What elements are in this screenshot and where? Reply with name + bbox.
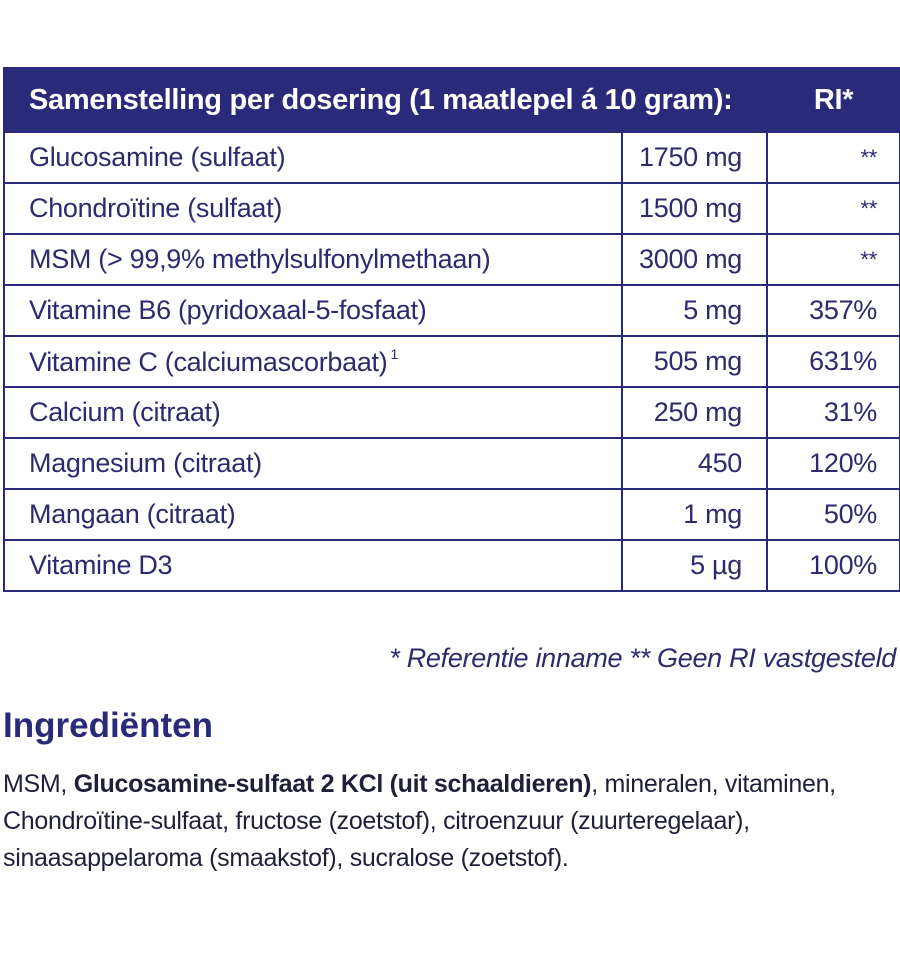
nutrient-ri: **: [766, 233, 900, 286]
table-row: Vitamine B6 (pyridoxaal-5-fosfaat) 5 mg …: [3, 284, 900, 337]
nutrient-amount: 450: [620, 437, 769, 490]
ingredients-allergen: Glucosamine-sulfaat 2 KCl (uit schaaldie…: [73, 770, 592, 798]
nutrient-ri: 120%: [766, 437, 900, 490]
nutrient-ri: 631%: [766, 335, 900, 388]
table-header-row: Samenstelling per dosering (1 maatlepel …: [2, 67, 900, 133]
nutrient-ri: 100%: [766, 539, 900, 592]
nutrient-ri: **: [766, 182, 900, 235]
nutrition-table: Samenstelling per dosering (1 maatlepel …: [2, 67, 900, 592]
table-row: Magnesium (citraat) 450 120%: [3, 437, 900, 490]
nutrient-ri: 31%: [766, 386, 900, 439]
nutrient-ri: 50%: [766, 488, 900, 541]
ri-header: RI*: [766, 67, 900, 133]
nutrient-name: Calcium (citraat): [3, 386, 623, 439]
table-row: Vitamine C (calciumascorbaat) 1 505 mg 63…: [3, 335, 900, 388]
nutrient-name: Vitamine D3: [3, 539, 623, 592]
nutrient-name: Vitamine C (calciumascorbaat) 1: [3, 335, 623, 388]
nutrient-name: Mangaan (citraat): [3, 488, 623, 541]
nutrient-amount: 1500 mg: [620, 182, 769, 235]
nutrient-name: Glucosamine (sulfaat): [3, 131, 623, 184]
nutrient-ri: 357%: [766, 284, 900, 337]
composition-header: Samenstelling per dosering (1 maatlepel …: [2, 67, 769, 133]
ri-footnote: * Referentie inname ** Geen RI vastgeste…: [389, 643, 896, 673]
table-row: MSM (> 99,9% methylsulfonylmethaan) 3000…: [3, 233, 900, 286]
nutrient-amount: 250 mg: [620, 386, 769, 439]
nutrient-amount: 1750 mg: [620, 131, 769, 184]
nutrient-amount: 505 mg: [620, 335, 769, 388]
table-row: Vitamine D3 5 µg 100%: [3, 539, 900, 592]
nutrient-name: Vitamine B6 (pyridoxaal-5-fosfaat): [3, 284, 623, 337]
nutrient-amount: 5 mg: [620, 284, 769, 337]
ingredients-text: MSM, Glucosamine-sulfaat 2 KCl (uit scha…: [3, 766, 895, 877]
footnote-marker: 1: [390, 345, 398, 362]
nutrient-ri: **: [766, 131, 900, 184]
table-row: Mangaan (citraat) 1 mg 50%: [3, 488, 900, 541]
nutrient-name: Magnesium (citraat): [3, 437, 623, 490]
nutrient-name: MSM (> 99,9% methylsulfonylmethaan): [3, 233, 623, 286]
nutrient-name: Chondroïtine (sulfaat): [3, 182, 623, 235]
ingredients-text-start: MSM,: [3, 770, 74, 798]
nutrient-amount: 3000 mg: [620, 233, 769, 286]
nutrient-amount: 1 mg: [620, 488, 769, 541]
table-row: Glucosamine (sulfaat) 1750 mg **: [3, 131, 900, 184]
ingredients-title: Ingrediënten: [3, 706, 214, 745]
table-row: Calcium (citraat) 250 mg 31%: [3, 386, 900, 439]
nutrient-amount: 5 µg: [620, 539, 769, 592]
table-row: Chondroïtine (sulfaat) 1500 mg **: [3, 182, 900, 235]
ingredients-text-rest: , mineralen, vitaminen, Chondroïtine-sul…: [3, 770, 836, 872]
